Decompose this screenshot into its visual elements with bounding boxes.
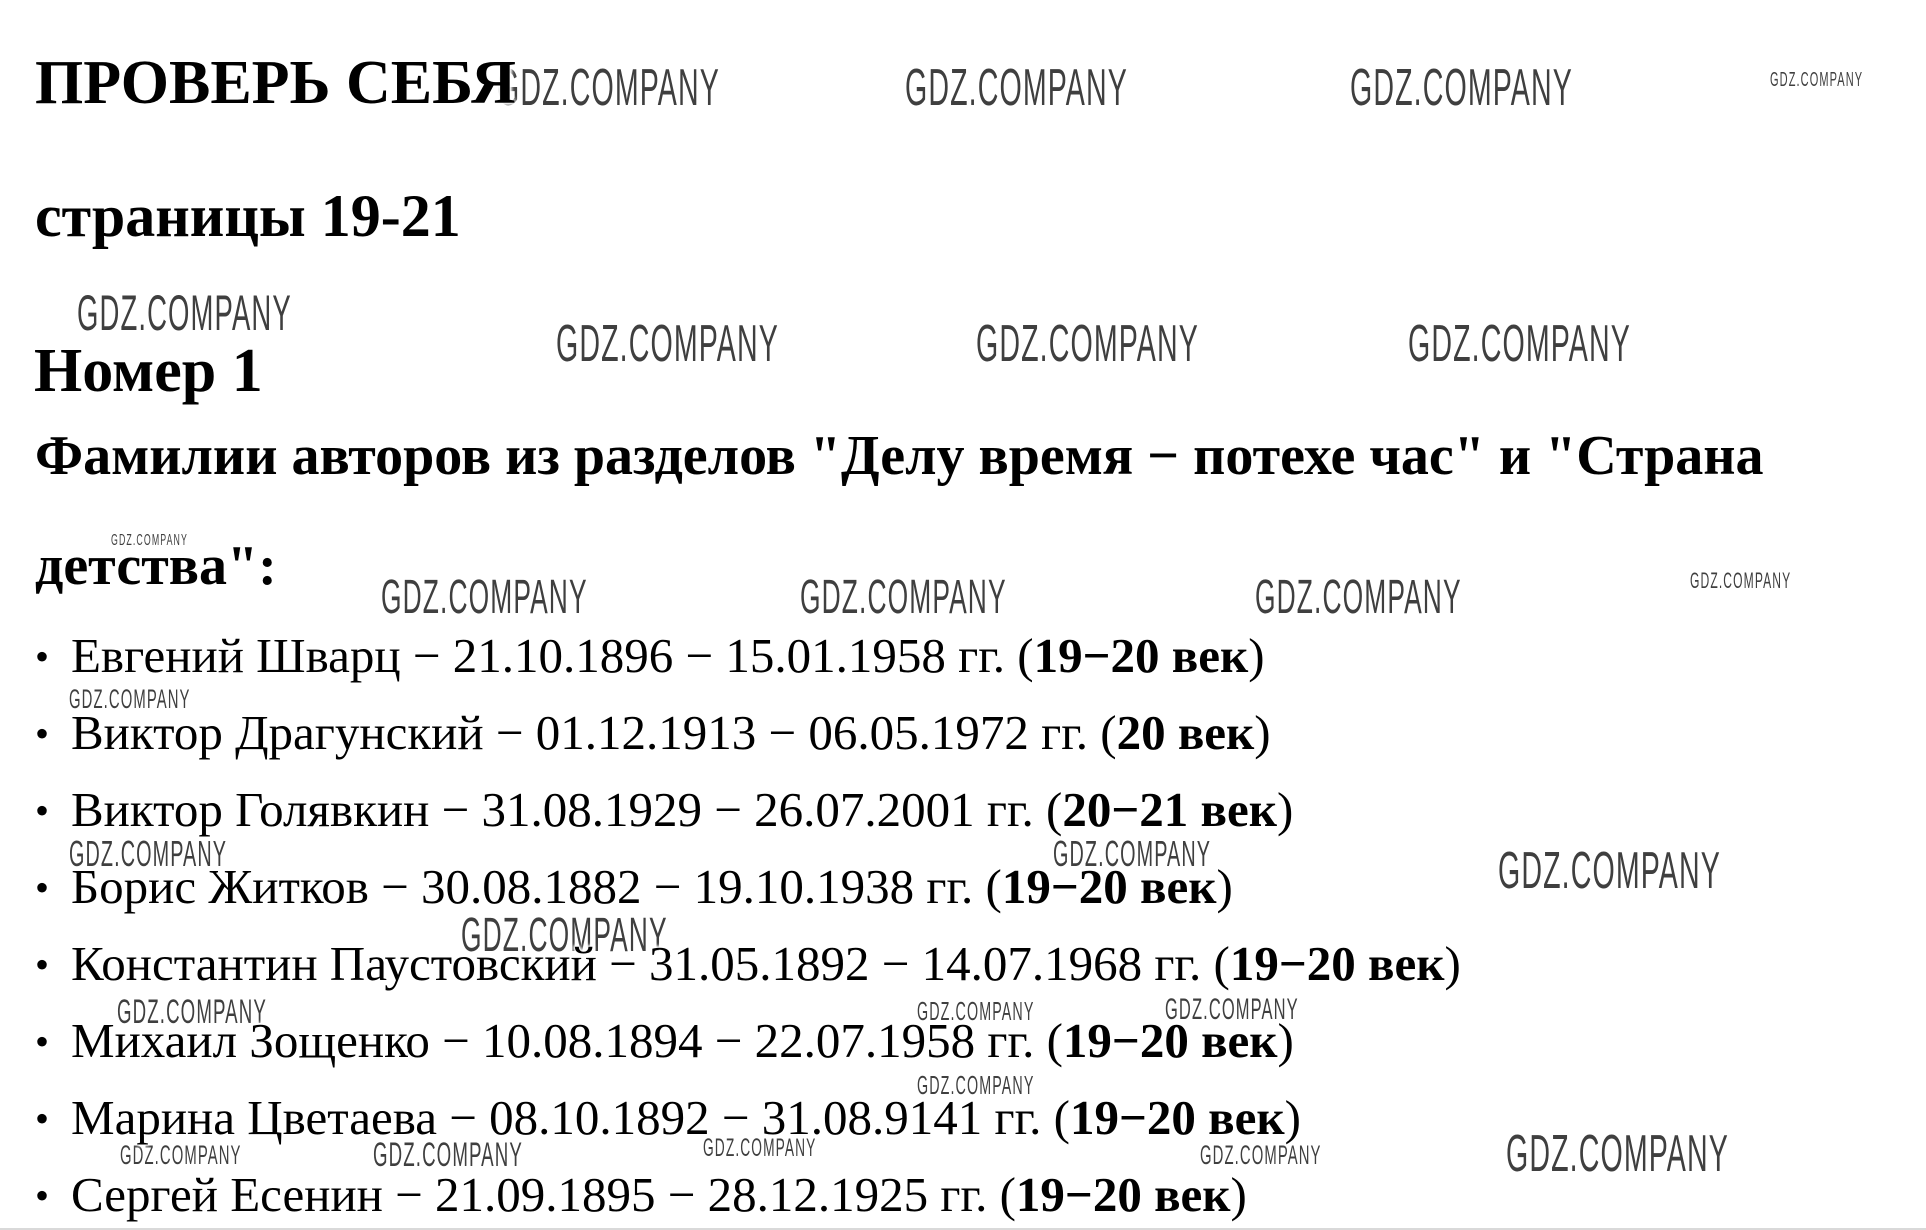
task-number: Номер 1: [34, 337, 263, 405]
closing-paren: ): [1254, 705, 1271, 760]
bullet-icon: •: [35, 788, 50, 833]
author-century: 19−20 век: [1001, 859, 1217, 914]
watermark-text: GDZ.COMPANY: [1165, 993, 1299, 1026]
author-name-and-dates: Борис Житков − 30.08.1882 − 19.10.1938 г…: [71, 859, 1002, 914]
bullet-icon: •: [35, 1019, 50, 1064]
author-name-and-dates: Михаил Зощенко − 10.08.1894 − 22.07.1958…: [71, 1013, 1063, 1068]
bullet-icon: •: [35, 711, 50, 756]
closing-paren: ): [1276, 782, 1294, 837]
watermark-text: GDZ.COMPANY: [703, 1134, 817, 1162]
watermark-text: GDZ.COMPANY: [1506, 1125, 1729, 1183]
author-name-and-dates: Виктор Голявкин − 31.08.1929 − 26.07.200…: [71, 782, 1063, 837]
watermark-text: GDZ.COMPANY: [461, 909, 668, 962]
bullet-icon: •: [35, 1096, 50, 1141]
author-name-and-dates: Константин Паустовский − 31.05.1892 − 14…: [71, 936, 1230, 991]
author-item: • Константин Паустовский − 31.05.1892 − 1…: [35, 939, 1461, 988]
closing-paren: ): [1444, 936, 1461, 991]
watermark-text: GDZ.COMPANY: [917, 996, 1035, 1026]
author-name-and-dates: Марина Цветаева − 08.10.1892 − 31.08.914…: [71, 1090, 1070, 1145]
bullet-icon: •: [35, 865, 50, 910]
page-bottom-divider: [0, 1228, 1926, 1230]
author-century: 20 век: [1116, 705, 1255, 760]
watermark-text: GDZ.COMPANY: [1350, 59, 1573, 117]
watermark-text: GDZ.COMPANY: [917, 1070, 1035, 1100]
closing-paren: ): [1230, 1167, 1247, 1222]
author-century: 19−20 век: [1062, 1013, 1278, 1068]
watermark-text: GDZ.COMPANY: [1690, 568, 1792, 593]
author-name-and-dates: Сергей Есенин − 21.09.1895 − 28.12.1925 …: [71, 1167, 1016, 1222]
author-item: • Марина Цветаева − 08.10.1892 − 31.08.91…: [35, 1093, 1301, 1142]
watermark-text: GDZ.COMPANY: [111, 532, 188, 549]
bullet-icon: •: [35, 942, 50, 987]
watermark-text: GDZ.COMPANY: [117, 993, 267, 1031]
author-item: • Борис Житков − 30.08.1882 − 19.10.1938 …: [35, 862, 1233, 911]
intro-text-line1: Фамилии авторов из разделов "Делу время …: [35, 425, 1764, 487]
watermark-text: GDZ.COMPANY: [800, 571, 1007, 624]
watermark-text: GDZ.COMPANY: [120, 1140, 242, 1170]
closing-paren: ): [1216, 859, 1233, 914]
author-item: • Евгений Шварц − 21.10.1896 − 15.01.1958…: [35, 631, 1265, 680]
author-name-and-dates: Евгений Шварц − 21.10.1896 − 15.01.1958 …: [71, 628, 1034, 683]
bullet-icon: •: [35, 634, 50, 679]
author-century: 19−20 век: [1033, 628, 1249, 683]
author-century: 19−20 век: [1015, 1167, 1231, 1222]
watermark-text: GDZ.COMPANY: [69, 833, 228, 874]
watermark-text: GDZ.COMPANY: [373, 1136, 523, 1174]
watermark-text: GDZ.COMPANY: [1408, 315, 1631, 373]
watermark-text: GDZ.COMPANY: [381, 571, 588, 624]
watermark-text: GDZ.COMPANY: [556, 315, 779, 373]
watermark-text: GDZ.COMPANY: [976, 315, 1199, 373]
pages-subtitle: страницы 19-21: [35, 183, 461, 249]
watermark-text: GDZ.COMPANY: [1770, 69, 1864, 91]
author-item: • Сергей Есенин − 21.09.1895 − 28.12.1925…: [35, 1170, 1247, 1219]
author-century: 20−21 век: [1062, 782, 1277, 837]
intro-text-line2: детства":: [35, 535, 277, 597]
watermark-text: GDZ.COMPANY: [905, 59, 1128, 117]
author-item: • Виктор Голявкин − 31.08.1929 − 26.07.20…: [35, 785, 1293, 834]
closing-paren: ): [1277, 1013, 1294, 1068]
author-century: 19−20 век: [1070, 1090, 1285, 1145]
watermark-text: GDZ.COMPANY: [69, 684, 191, 714]
watermark-text: GDZ.COMPANY: [1255, 571, 1462, 624]
watermark-text: GDZ.COMPANY: [1053, 833, 1212, 874]
author-item: • Виктор Драгунский − 01.12.1913 − 06.05.…: [35, 708, 1271, 757]
watermark-text: GDZ.COMPANY: [1200, 1140, 1322, 1170]
bullet-icon: •: [35, 1173, 50, 1218]
closing-paren: ): [1284, 1090, 1301, 1145]
author-century: 19−20 век: [1229, 936, 1445, 991]
author-name-and-dates: Виктор Драгунский − 01.12.1913 − 06.05.1…: [71, 705, 1117, 760]
author-item: • Михаил Зощенко − 10.08.1894 − 22.07.195…: [35, 1016, 1294, 1065]
page-title: ПРОВЕРЬ СЕБЯ: [35, 49, 516, 117]
closing-paren: ): [1248, 628, 1265, 683]
watermark-text: GDZ.COMPANY: [1498, 842, 1721, 900]
watermark-text: GDZ.COMPANY: [497, 59, 720, 117]
watermark-text: GDZ.COMPANY: [77, 285, 292, 341]
